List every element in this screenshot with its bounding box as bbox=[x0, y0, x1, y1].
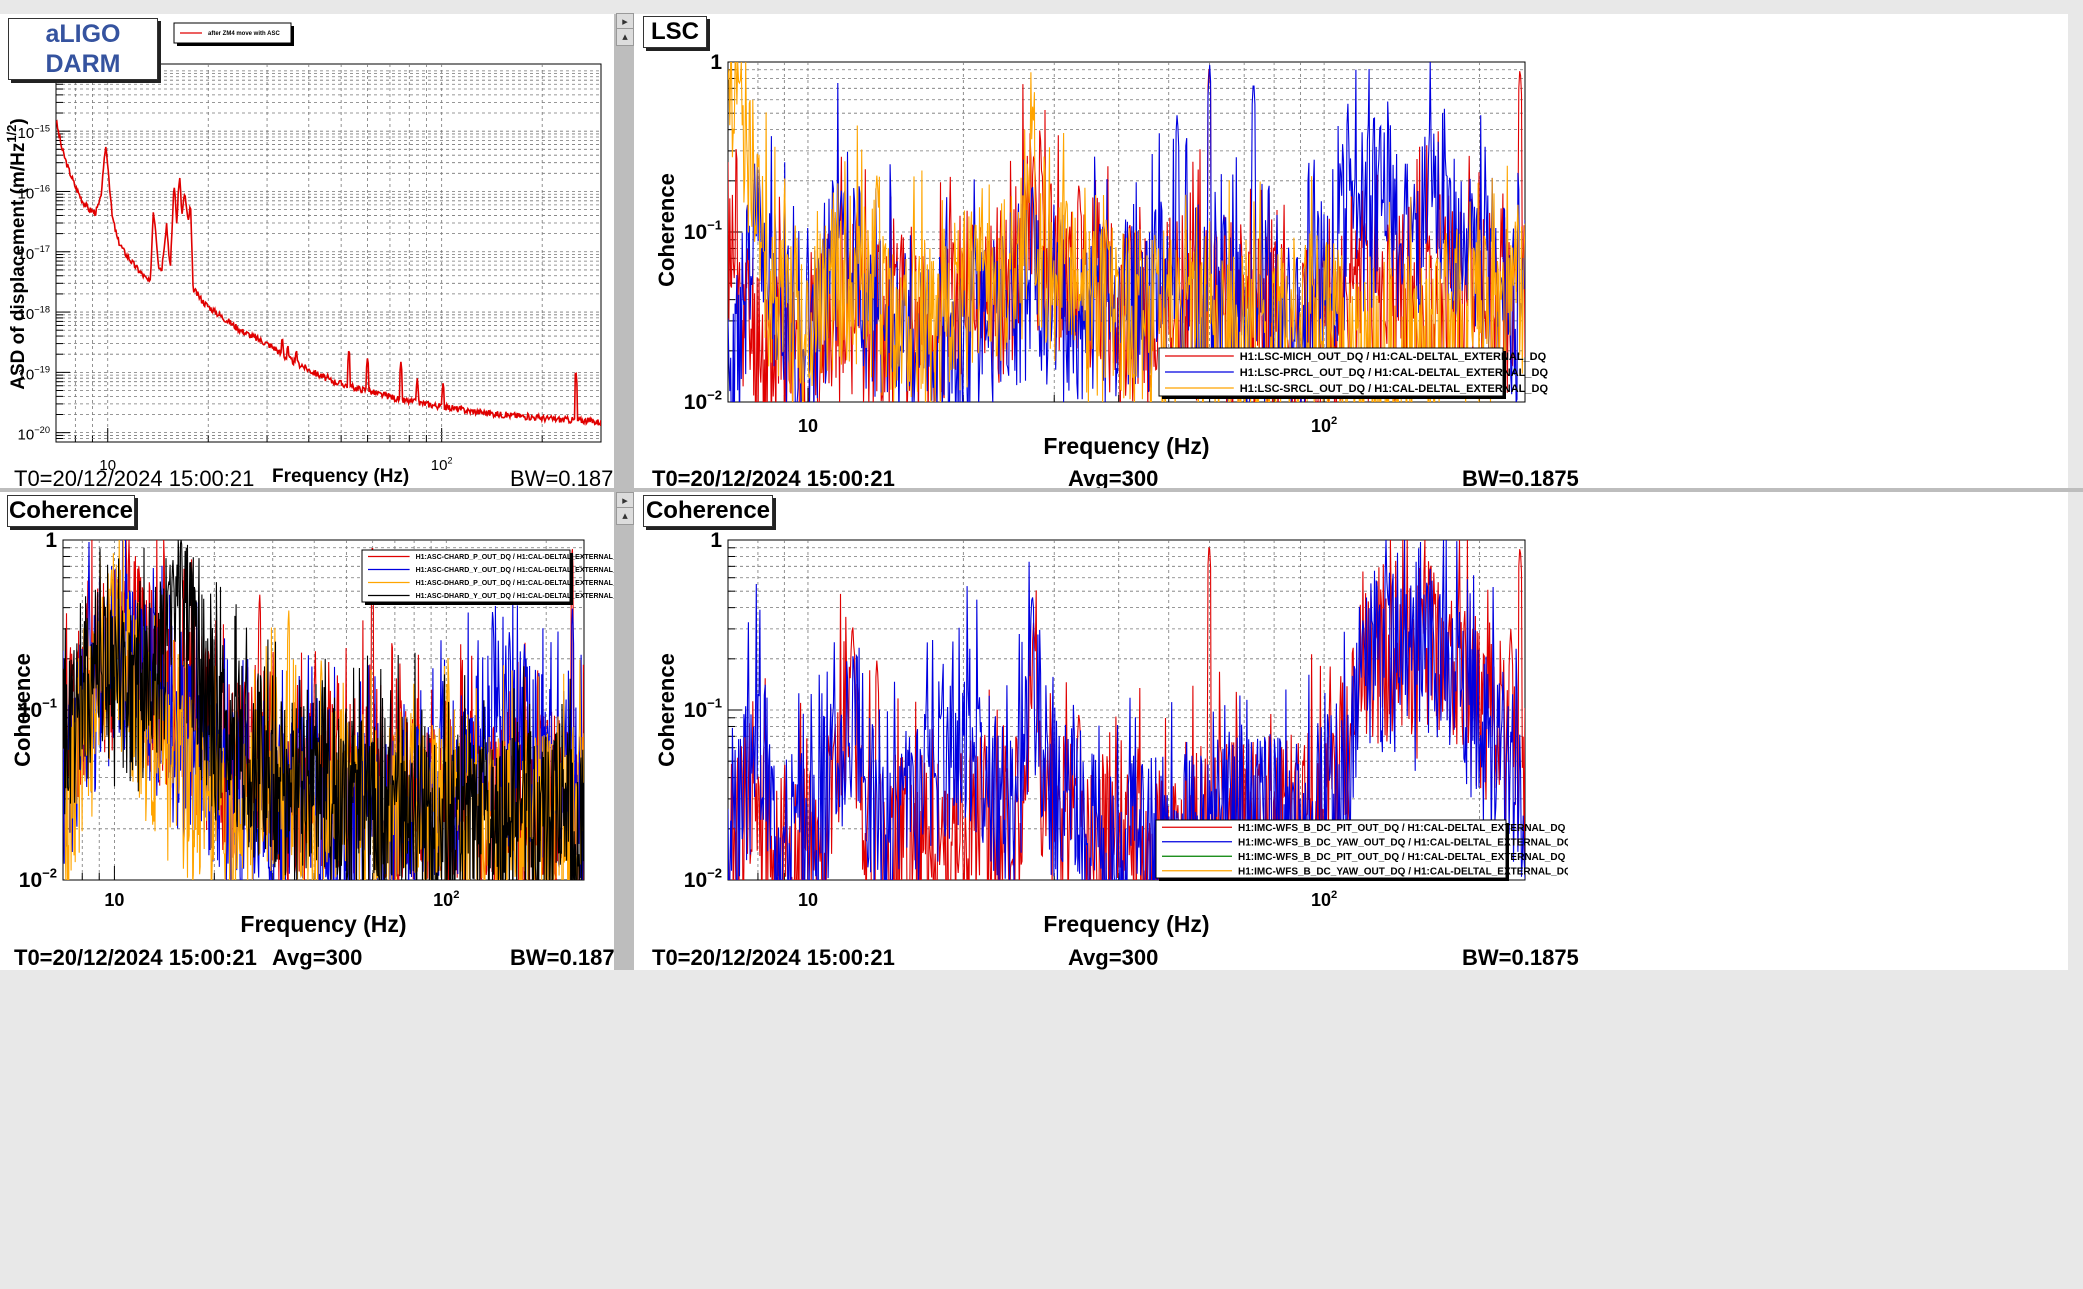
lsc-footer-bw: BW=0.1875 bbox=[1462, 466, 1579, 491]
asc-xtick-label-0: 10 bbox=[104, 890, 124, 910]
asc-ytick-label-0: 1 bbox=[45, 529, 57, 552]
imc-legend-entry-3: H1:IMC-WFS_B_DC_YAW_OUT_DQ / H1:CAL-DELT… bbox=[1238, 866, 1568, 877]
darm-legend-entry-0: after ZM4 move with ASC bbox=[208, 31, 280, 37]
lsc-legend-entry-1: H1:LSC-PRCL_OUT_DQ / H1:CAL-DELTAL_EXTER… bbox=[1240, 367, 1549, 379]
lsc-plot: 1 10−1 10−2 10 102 Frequency (Hz) Coherence H1:… bbox=[654, 51, 1549, 459]
lsc-ytick-label-1: 10−1 bbox=[684, 218, 722, 244]
darm-plot: 10−1410−1510−1610−1710−1810−1910−2010102… bbox=[4, 22, 602, 474]
lsc-yaxis-title: Coherence bbox=[654, 173, 679, 287]
collapse-up-icon-2[interactable]: ▴ bbox=[616, 507, 634, 525]
lsc-xtick-label-0: 10 bbox=[798, 416, 818, 436]
imc-footer-t0: T0=20/12/2024 15:00:21 bbox=[652, 945, 895, 970]
darm-ytick-label-4: 10−18 bbox=[18, 304, 50, 323]
asc-footer-avg: Avg=300 bbox=[272, 945, 363, 970]
imc-legend-entry-2: H1:IMC-WFS_B_DC_PIT_OUT_DQ / H1:CAL-DELT… bbox=[1238, 852, 1566, 863]
imc-xaxis-title: Frequency (Hz) bbox=[1043, 911, 1209, 937]
darm-series-0 bbox=[56, 119, 601, 427]
asc-pad: 1 10−1 10−2 10 102 Frequency (Hz) Coherence H1:… bbox=[0, 492, 627, 970]
lsc-pad: 1 10−1 10−2 10 102 Frequency (Hz) Coherence H1:… bbox=[634, 14, 2068, 491]
darm-pad: 10−1410−1510−1610−1710−1810−1910−2010102… bbox=[0, 14, 626, 491]
lsc-legend-entry-0: H1:LSC-MICH_OUT_DQ / H1:CAL-DELTAL_EXTER… bbox=[1240, 351, 1547, 363]
imc-ytick-label-1: 10−1 bbox=[684, 696, 722, 722]
asc-series-2 bbox=[63, 540, 584, 880]
darm-series-group bbox=[56, 119, 601, 427]
imc-series-1 bbox=[728, 540, 1525, 880]
asc-xtick-label-1: 102 bbox=[433, 889, 459, 910]
asc-legend-entry-3: H1:ASC-DHARD_Y_OUT_DQ / H1:CAL-DELTAL_EX… bbox=[416, 593, 614, 600]
lsc-title-tab[interactable]: LSC bbox=[643, 16, 707, 48]
lsc-ytick-label-0: 1 bbox=[710, 51, 722, 74]
lsc-footer-avg: Avg=300 bbox=[1068, 466, 1159, 491]
imc-footer-bw: BW=0.1875 bbox=[1462, 945, 1579, 970]
darm-footer-bw: BW=0.1875 bbox=[510, 466, 626, 491]
imc-pad: 1 10−1 10−2 10 102 Frequency (Hz) Coherence H1:… bbox=[634, 492, 2068, 970]
imc-xtick-label-1: 102 bbox=[1311, 889, 1337, 910]
imc-series-group bbox=[728, 540, 1525, 880]
imc-footer-avg: Avg=300 bbox=[1068, 945, 1159, 970]
asc-legend: H1:ASC-CHARD_P_OUT_DQ / H1:CAL-DELTAL_EX… bbox=[361, 549, 614, 605]
darm-xtick-label-1: 102 bbox=[431, 455, 453, 474]
imc-ytick-label-2: 10−2 bbox=[684, 866, 722, 892]
lsc-series-1 bbox=[728, 62, 1525, 402]
darm-title-tab[interactable]: aLIGO DARM bbox=[8, 18, 158, 80]
darm-ytick-label-1: 10−15 bbox=[18, 123, 50, 142]
darm-grid bbox=[56, 64, 601, 442]
darm-ytick-label-6: 10−20 bbox=[18, 425, 50, 444]
darm-plot-frame bbox=[55, 63, 602, 443]
lsc-footer-t0: T0=20/12/2024 15:00:21 bbox=[652, 466, 895, 491]
darm-footer-t0: T0=20/12/2024 15:00:21 bbox=[14, 466, 255, 491]
darm-ytick-label-3: 10−17 bbox=[18, 244, 50, 263]
asc-xaxis-title: Frequency (Hz) bbox=[240, 911, 406, 937]
asc-footer-t0: T0=20/12/2024 15:00:21 bbox=[14, 945, 257, 970]
horizontal-splitter[interactable] bbox=[0, 488, 2083, 492]
darm-yaxis-title: ASD of displacement (m/Hz1/2) bbox=[4, 118, 29, 389]
asc-ytick-label-2: 10−2 bbox=[19, 866, 57, 892]
imc-legend-entry-1: H1:IMC-WFS_B_DC_YAW_OUT_DQ / H1:CAL-DELT… bbox=[1238, 837, 1568, 848]
asc-plot: 1 10−1 10−2 10 102 Frequency (Hz) Coherence H1:… bbox=[10, 529, 614, 937]
darm-legend: after ZM4 move with ASC bbox=[173, 22, 294, 46]
asc-legend-entry-1: H1:ASC-CHARD_Y_OUT_DQ / H1:CAL-DELTAL_EX… bbox=[416, 567, 614, 574]
imc-yaxis-title: Coherence bbox=[654, 653, 679, 767]
imc-xtick-label-0: 10 bbox=[798, 890, 818, 910]
imc-ytick-label-0: 1 bbox=[710, 529, 722, 552]
asc-legend-entry-0: H1:ASC-CHARD_P_OUT_DQ / H1:CAL-DELTAL_EX… bbox=[416, 554, 614, 561]
imc-title-tab[interactable]: Coherence bbox=[643, 495, 773, 527]
collapse-up-icon[interactable]: ▴ bbox=[616, 28, 634, 46]
asc-title-tab[interactable]: Coherence bbox=[7, 495, 135, 527]
asc-series-group bbox=[63, 540, 584, 880]
darm-xtick-label-0: 10 bbox=[99, 457, 116, 474]
imc-plot: 1 10−1 10−2 10 102 Frequency (Hz) Coherence H1:… bbox=[654, 529, 1568, 937]
imc-series-0 bbox=[728, 540, 1525, 880]
darm-ytick-label-5: 10−19 bbox=[18, 365, 50, 384]
lsc-xtick-label-1: 102 bbox=[1311, 415, 1337, 436]
asc-yaxis-title: Coherence bbox=[10, 653, 35, 767]
asc-legend-entry-2: H1:ASC-DHARD_P_OUT_DQ / H1:CAL-DELTAL_EX… bbox=[416, 580, 614, 587]
asc-ytick-label-1: 10−1 bbox=[19, 696, 57, 722]
lsc-ytick-label-2: 10−2 bbox=[684, 388, 722, 414]
imc-legend: H1:IMC-WFS_B_DC_PIT_OUT_DQ / H1:CAL-DELT… bbox=[1155, 819, 1568, 881]
lsc-legend-entry-2: H1:LSC-SRCL_OUT_DQ / H1:CAL-DELTAL_EXTER… bbox=[1240, 383, 1549, 395]
asc-footer-bw: BW=0.1875 bbox=[510, 945, 627, 970]
lsc-xaxis-title: Frequency (Hz) bbox=[1043, 433, 1209, 459]
imc-legend-entry-0: H1:IMC-WFS_B_DC_PIT_OUT_DQ / H1:CAL-DELT… bbox=[1238, 823, 1566, 834]
darm-ytick-label-2: 10−16 bbox=[18, 184, 50, 203]
darm-footer-xlabel: Frequency (Hz) bbox=[272, 466, 410, 487]
lsc-legend: H1:LSC-MICH_OUT_DQ / H1:CAL-DELTAL_EXTER… bbox=[1158, 347, 1549, 399]
